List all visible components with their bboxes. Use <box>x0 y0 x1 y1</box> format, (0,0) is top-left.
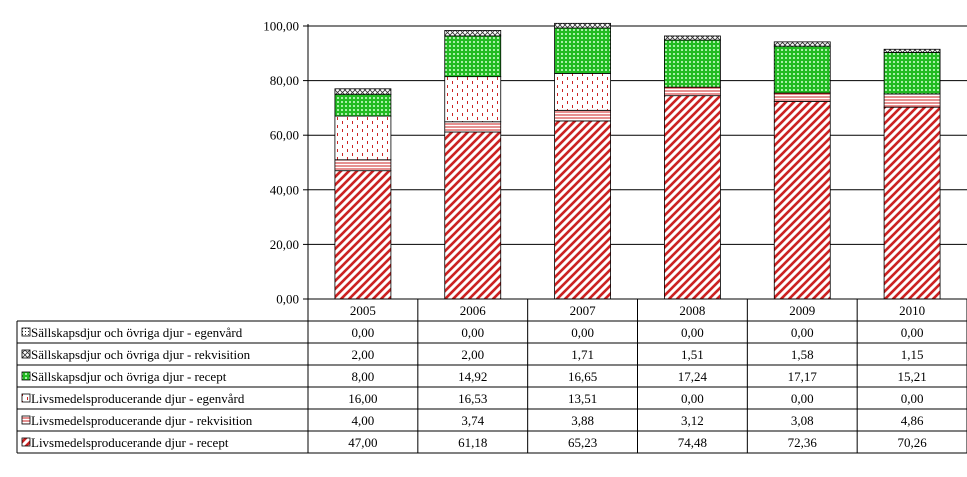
table-cell-value: 47,00 <box>348 435 377 450</box>
legend-label: Sällskapsdjur och övriga djur - egenvård <box>31 325 243 340</box>
bar-segment <box>444 35 502 78</box>
legend-key <box>21 415 31 425</box>
table-row: Sällskapsdjur och övriga djur - recept 8,… <box>21 369 927 384</box>
table-cell-value: 3,08 <box>791 413 814 428</box>
bar-segment <box>883 106 941 300</box>
table-cell-value: 61,18 <box>458 435 487 450</box>
table-cell-value: 0,00 <box>901 391 924 406</box>
bars <box>334 22 941 300</box>
legend-key <box>21 349 31 359</box>
bar-segment <box>664 86 721 97</box>
legend-label: Livsmedelsproducerande djur - recept <box>31 435 229 450</box>
table-cell-value: 3,74 <box>461 413 484 428</box>
bar-segment <box>773 41 831 47</box>
bar-segment <box>444 76 502 123</box>
legend-key <box>21 437 31 447</box>
table-cell-value: 3,12 <box>681 413 704 428</box>
bar-segment <box>883 51 941 95</box>
table-cell-value: 2,00 <box>461 347 484 362</box>
bar-segment <box>334 159 392 172</box>
table-cell-value: 1,51 <box>681 347 704 362</box>
legend-label: Sällskapsdjur och övriga djur - recept <box>31 369 227 384</box>
table-cell-value: 1,71 <box>571 347 594 362</box>
table-row: Sällskapsdjur och övriga djur - rekvisit… <box>21 347 924 362</box>
bar-segment <box>773 101 831 300</box>
bar-segment <box>554 73 611 111</box>
table-cell-value: 70,26 <box>897 435 927 450</box>
x-category-label: 2008 <box>679 303 705 318</box>
x-category-label: 2010 <box>899 303 925 318</box>
table-row: Livsmedelsproducerande djur - egenvård 16… <box>21 391 924 406</box>
table-cell-value: 17,24 <box>678 369 708 384</box>
y-tick-label: 40,00 <box>270 182 299 197</box>
table-cell-value: 0,00 <box>461 325 484 340</box>
table-cell-value: 8,00 <box>352 369 375 384</box>
table-cell-value: 0,00 <box>681 325 704 340</box>
table-cell-value: 15,21 <box>897 369 926 384</box>
bar-segment <box>334 93 392 117</box>
bar-segment <box>444 131 502 300</box>
bar-segment <box>554 120 611 300</box>
bar-segment <box>664 35 721 41</box>
table-cell-value: 4,86 <box>901 413 924 428</box>
bar-segment <box>883 48 941 53</box>
y-axis: 0,00 20,00 40,00 60,00 80,00 100,00 <box>263 19 309 307</box>
table-cell-value: 0,00 <box>681 391 704 406</box>
y-tick-label: 60,00 <box>270 128 299 143</box>
legend-key <box>21 371 31 381</box>
y-tick-label: 100,00 <box>263 19 299 34</box>
table-cell-value: 0,00 <box>791 391 814 406</box>
table-row: Livsmedelsproducerande djur - recept 47,0… <box>21 435 927 450</box>
bar-segment <box>554 22 611 29</box>
table-cell-value: 13,51 <box>568 391 597 406</box>
bar-segment <box>334 115 392 161</box>
x-category-label: 2009 <box>789 303 815 318</box>
table-cell-value: 2,00 <box>352 347 375 362</box>
table-cell-value: 0,00 <box>791 325 814 340</box>
bar-segment <box>773 45 831 94</box>
x-category-label: 2006 <box>460 303 487 318</box>
table-cell-value: 16,00 <box>348 391 377 406</box>
legend-key <box>21 327 31 337</box>
table-cell-value: 16,65 <box>568 369 597 384</box>
legend-label: Sällskapsdjur och övriga djur - rekvisit… <box>31 347 251 362</box>
legend-key <box>21 393 31 403</box>
table-cell-value: 4,00 <box>352 413 375 428</box>
bar-segment <box>334 170 392 300</box>
table-cell-value: 65,23 <box>568 435 597 450</box>
table-cell-value: 16,53 <box>458 391 487 406</box>
bar-segment <box>554 27 611 74</box>
y-tick-label: 80,00 <box>270 73 299 88</box>
table-cell-value: 1,15 <box>901 347 924 362</box>
table-cell-value: 17,17 <box>788 369 818 384</box>
table-cell-value: 0,00 <box>571 325 594 340</box>
legend-label: Livsmedelsproducerande djur - egenvård <box>31 391 245 406</box>
table-cell-value: 72,36 <box>788 435 818 450</box>
data-table: 2005 2006 2007 2008 2009 2010 Sällskapsdjur oc… <box>16 298 967 454</box>
legend-label: Livsmedelsproducerande djur - rekvisitio… <box>31 413 253 428</box>
y-tick-label: 20,00 <box>270 237 299 252</box>
table-cell-value: 14,92 <box>458 369 487 384</box>
table-row: Sällskapsdjur och övriga djur - egenvård… <box>21 325 924 340</box>
table-cell-value: 74,48 <box>678 435 707 450</box>
bar-segment <box>664 39 721 88</box>
table-cell-value: 1,58 <box>791 347 814 362</box>
bar-segment <box>554 109 611 122</box>
gridlines <box>308 25 967 245</box>
table-cell-value: 0,00 <box>901 325 924 340</box>
bar-segment <box>883 93 941 108</box>
x-category-label: 2007 <box>570 303 597 318</box>
bar-segment <box>444 30 502 37</box>
table-cell-value: 0,00 <box>352 325 375 340</box>
bar-segment <box>444 121 502 133</box>
table-cell-value: 3,88 <box>571 413 594 428</box>
bar-segment <box>664 95 721 300</box>
y-tick-label: 0,00 <box>276 292 299 307</box>
bar-segment <box>773 92 831 102</box>
table-row: Livsmedelsproducerande djur - rekvisitio… <box>21 413 924 428</box>
bar-segment <box>334 88 392 95</box>
x-category-label: 2005 <box>350 303 376 318</box>
